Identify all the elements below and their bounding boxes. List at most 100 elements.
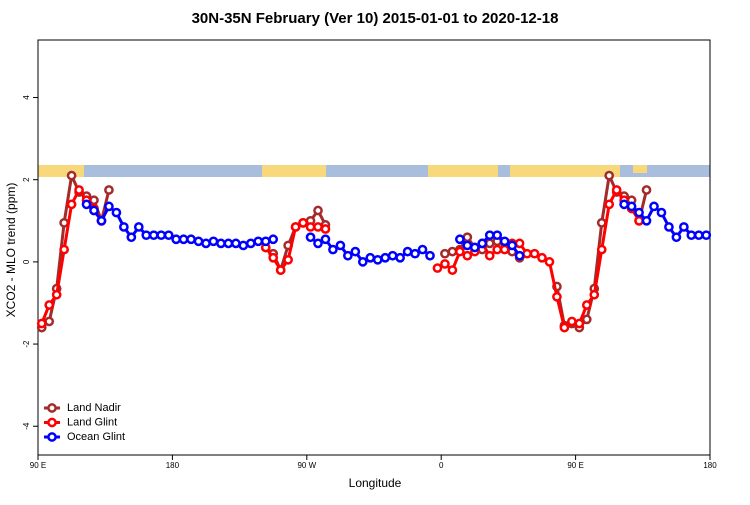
land-strip (428, 165, 498, 177)
data-point (36, 318, 47, 329)
data-point (641, 185, 652, 195)
data-point (671, 232, 682, 243)
data-point (350, 246, 361, 257)
legend-label: Ocean Glint (67, 431, 125, 443)
data-point (581, 300, 592, 310)
data-point (701, 230, 712, 241)
data-point (163, 230, 174, 241)
data-point (447, 246, 458, 257)
data-point (611, 185, 622, 195)
data-point (320, 234, 331, 245)
data-point (581, 314, 592, 325)
data-point (693, 230, 704, 241)
data-point (484, 250, 495, 261)
data-point (320, 224, 331, 234)
data-point (268, 252, 279, 263)
x-axis-label: Longitude (349, 476, 402, 490)
data-point (66, 170, 77, 181)
data-point (686, 230, 697, 241)
data-point (223, 238, 234, 249)
plot-area: 90 E 180 90 W 0 90 E 180 -4 -2 0 2 4 (22, 95, 717, 470)
data-point (455, 234, 465, 245)
data-point (133, 222, 144, 232)
land-strip (510, 165, 620, 177)
data-point (305, 232, 316, 243)
data-point (365, 252, 376, 263)
data-point (283, 254, 293, 265)
data-point (44, 300, 55, 310)
data-point (596, 244, 607, 255)
data-point (484, 238, 495, 249)
data-point (634, 215, 644, 226)
data-point (432, 263, 443, 273)
y-tick-label: 4 (22, 95, 31, 100)
data-point (260, 236, 271, 247)
data-point (216, 238, 226, 249)
data-point (522, 248, 532, 259)
data-point (462, 232, 473, 243)
data-point (604, 170, 615, 181)
data-point (104, 201, 114, 212)
data-point (156, 230, 167, 241)
data-point (537, 252, 547, 263)
data-point (626, 201, 637, 212)
data-point (679, 222, 689, 232)
data-point (529, 248, 540, 259)
data-point (387, 250, 398, 261)
data-point (148, 230, 159, 241)
data-point (440, 259, 450, 269)
data-point (328, 244, 338, 255)
data-point (119, 222, 129, 232)
y-tick-label: 0 (22, 259, 31, 264)
legend-swatch (47, 417, 57, 428)
data-point (641, 215, 652, 226)
x-tick-label: 0 (439, 461, 444, 470)
data-point (171, 234, 181, 245)
data-point (104, 185, 114, 195)
data-point (619, 199, 629, 210)
legend-label: Land Nadir (67, 402, 121, 414)
data-point (634, 207, 644, 218)
data-point (484, 230, 495, 241)
data-point (425, 250, 435, 261)
x-tick-label: 90 W (297, 461, 316, 470)
legend-swatch (47, 432, 57, 442)
data-point (462, 250, 473, 261)
data-point (514, 250, 525, 261)
legend: Land Nadir Land Glint Ocean Glint (44, 402, 125, 443)
data-point (544, 257, 555, 267)
y-tick-label: -2 (22, 340, 31, 348)
data-point (66, 199, 77, 210)
data-point (372, 254, 383, 265)
data-point (343, 250, 353, 261)
x-tick-label: 90 E (30, 461, 46, 470)
data-point (238, 240, 249, 251)
x-tick-label: 90 E (567, 461, 583, 470)
data-point (410, 248, 420, 259)
land-strip (633, 165, 647, 173)
data-point (604, 199, 615, 210)
data-point (552, 291, 562, 302)
data-point (469, 242, 480, 253)
plot-frame (37, 39, 711, 456)
data-point (649, 201, 659, 212)
data-point (574, 318, 585, 329)
land-strip (262, 165, 326, 177)
data-point (492, 244, 503, 255)
data-point (44, 316, 55, 327)
data-point (268, 234, 279, 245)
data-point (305, 222, 316, 232)
data-point (208, 236, 219, 247)
data-point (111, 207, 122, 218)
data-point (89, 195, 99, 206)
data-point (357, 257, 368, 267)
data-point (559, 322, 570, 333)
data-point (499, 236, 510, 247)
chart-title: 30N-35N February (Ver 10) 2015-01-01 to … (192, 10, 559, 27)
data-point (290, 222, 301, 232)
data-point (447, 265, 458, 275)
data-point (96, 215, 107, 226)
data-point (402, 246, 413, 257)
land-strip (38, 165, 84, 177)
